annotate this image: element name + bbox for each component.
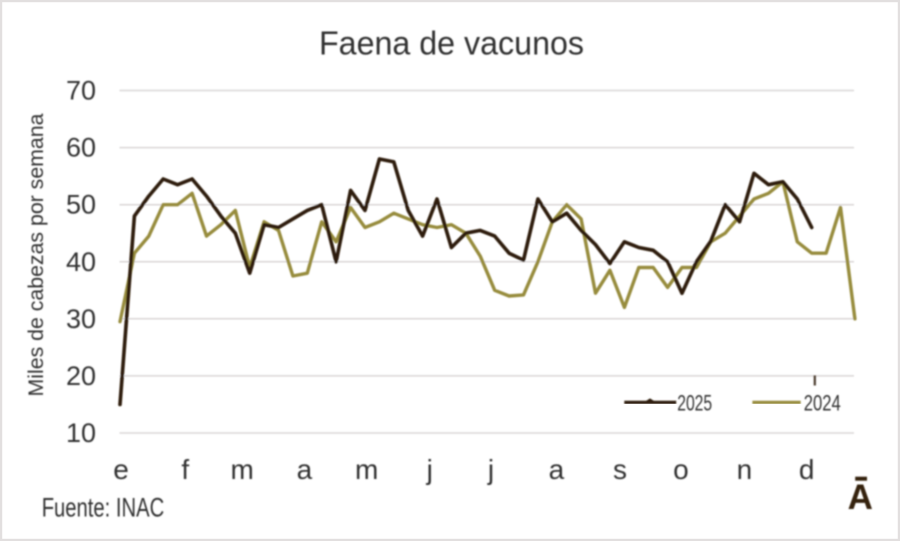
svg-text:70: 70 [66, 76, 96, 106]
svg-text:Fuente: INAC: Fuente: INAC [42, 493, 165, 523]
svg-text:s: s [613, 454, 627, 485]
svg-text:m: m [231, 454, 254, 485]
svg-text:30: 30 [66, 304, 96, 334]
svg-text:a: a [549, 454, 565, 485]
svg-text:f: f [181, 454, 189, 485]
svg-text:2025: 2025 [677, 391, 712, 416]
svg-text:50: 50 [66, 190, 96, 220]
svg-text:2024: 2024 [804, 391, 841, 416]
svg-text:20: 20 [66, 361, 96, 391]
svg-text:d: d [799, 454, 815, 485]
svg-text:Faena de vacunos: Faena de vacunos [319, 26, 584, 63]
svg-text:Miles de cabezas por semana: Miles de cabezas por semana [24, 113, 48, 396]
svg-text:m: m [355, 454, 378, 485]
svg-text:n: n [737, 454, 753, 485]
svg-text:e: e [113, 454, 129, 485]
svg-text:a: a [297, 454, 313, 485]
svg-text:j: j [487, 454, 494, 485]
svg-text:A: A [848, 478, 873, 517]
svg-text:o: o [673, 454, 689, 485]
svg-text:40: 40 [66, 247, 96, 277]
svg-text:10: 10 [66, 418, 96, 448]
svg-text:60: 60 [66, 133, 96, 163]
svg-text:j: j [426, 454, 433, 485]
